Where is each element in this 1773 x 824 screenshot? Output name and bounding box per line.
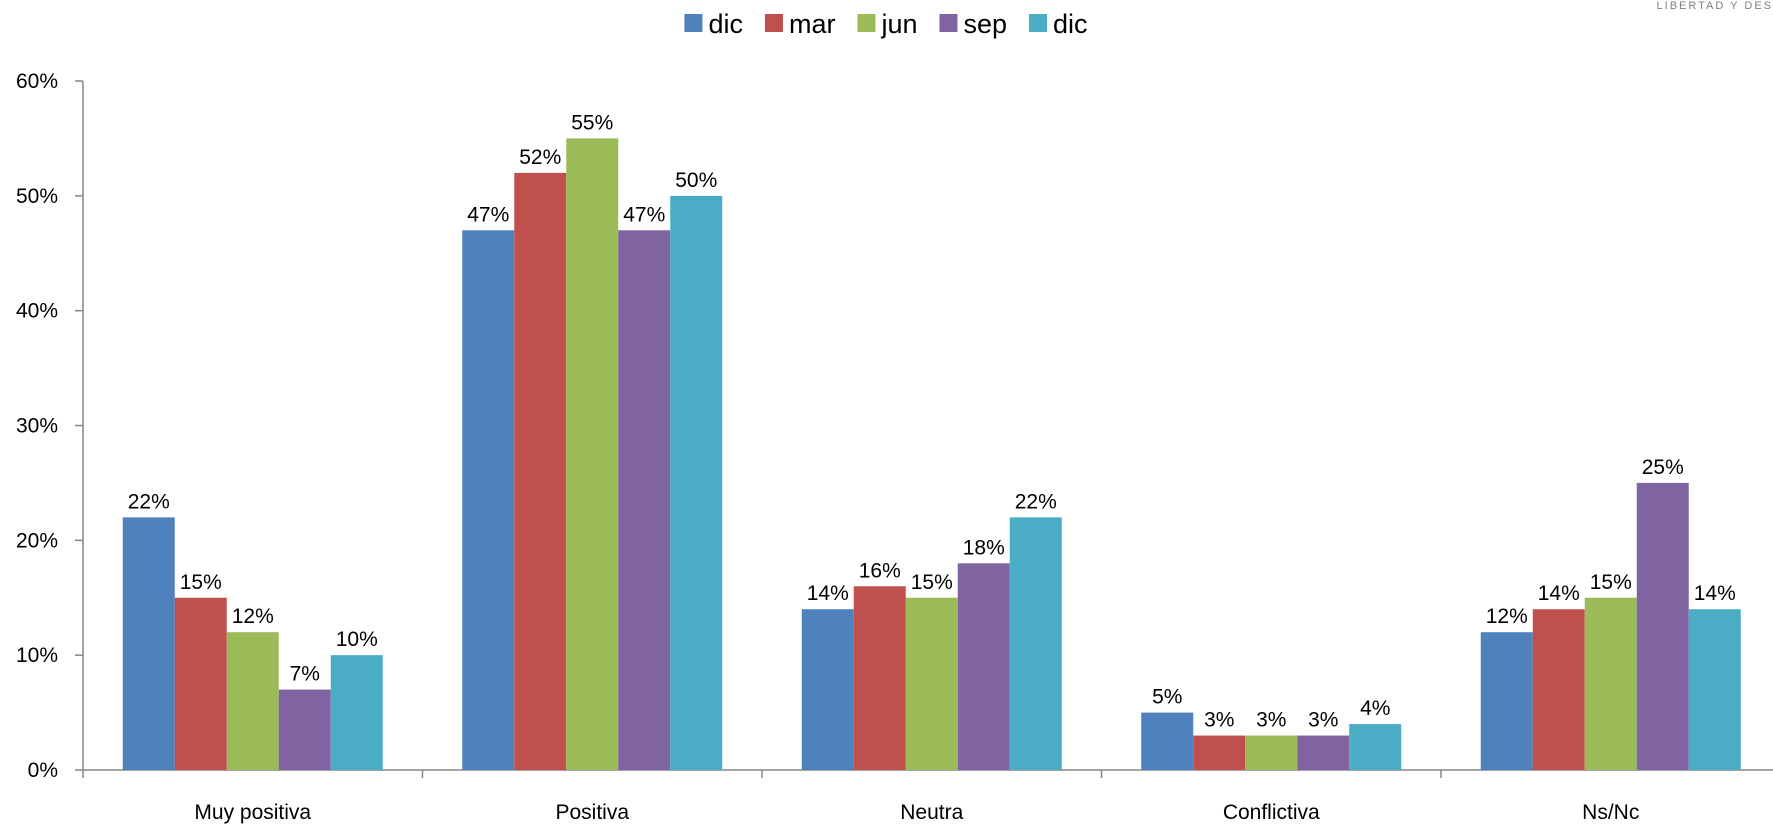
y-tick-label: 50%: [16, 185, 58, 208]
data-label: 14%: [1694, 582, 1736, 605]
bar: [1297, 735, 1350, 770]
data-labels-group: 22% 15% 12% 7% 10% 47% 52% 55% 47% 50% 14% 16% 15% 18…: [128, 111, 1736, 731]
legend-label: sep: [963, 9, 1007, 39]
data-label: 12%: [232, 605, 274, 628]
legend-label: dic: [1053, 9, 1088, 39]
data-label: 3%: [1256, 709, 1286, 732]
data-label: 3%: [1308, 709, 1338, 732]
data-label: 14%: [807, 582, 849, 605]
x-category-label: Neutra: [900, 801, 963, 824]
data-label: 55%: [571, 111, 613, 134]
bar: [226, 632, 279, 770]
data-label: 52%: [519, 146, 561, 169]
x-category-label: Positiva: [555, 801, 629, 824]
data-label: 4%: [1360, 697, 1390, 720]
y-tick-label: 30%: [16, 415, 58, 438]
bar: [1584, 597, 1637, 770]
y-tick-label: 60%: [16, 70, 58, 93]
bar: [1688, 609, 1741, 770]
x-category-label: Muy positiva: [194, 801, 311, 824]
data-label: 7%: [290, 663, 320, 686]
data-label: 16%: [859, 559, 901, 582]
bar: [670, 195, 723, 771]
legend-label: jun: [880, 9, 917, 39]
data-label: 3%: [1204, 709, 1234, 732]
legend-swatch: [764, 14, 783, 32]
legend-label: mar: [789, 9, 836, 39]
y-tick-label: 10%: [16, 644, 58, 667]
bar: [905, 597, 958, 770]
data-label: 15%: [911, 571, 953, 594]
corner-logo-text: LIBERTAD Y DES: [1656, 0, 1773, 12]
data-label: 47%: [623, 203, 665, 226]
bar: [1636, 482, 1689, 770]
data-label: 14%: [1538, 582, 1580, 605]
bar: [122, 517, 175, 770]
y-tick-label: 20%: [16, 529, 58, 552]
bar: [278, 689, 331, 770]
legend-swatch: [684, 14, 703, 32]
bar: [462, 230, 515, 771]
bar: [618, 230, 671, 771]
data-label: 22%: [1015, 490, 1057, 513]
x-axis: Muy positiva Positiva Neutra Conflictiva Ns/…: [82, 769, 1773, 824]
legend-label: dic: [708, 9, 743, 39]
bar: [1009, 517, 1062, 770]
data-label: 12%: [1486, 605, 1528, 628]
data-label: 25%: [1642, 456, 1684, 479]
data-label: 47%: [467, 203, 509, 226]
bar: [174, 597, 227, 770]
y-tick-label: 40%: [16, 300, 58, 323]
legend-swatch: [857, 14, 876, 32]
bar: [853, 586, 906, 770]
bar: [1245, 735, 1298, 770]
bar: [957, 563, 1010, 770]
chart-legend: dic mar jun sep dic: [684, 9, 1088, 39]
data-label: 22%: [128, 490, 170, 513]
x-category-label: Ns/Nc: [1582, 801, 1639, 824]
legend-swatch: [1029, 14, 1048, 32]
bar: [1532, 609, 1585, 770]
y-tick-label: 0%: [28, 759, 58, 782]
bar: [330, 655, 383, 770]
data-label: 18%: [963, 536, 1005, 559]
data-label: 5%: [1152, 686, 1182, 709]
data-label: 10%: [336, 628, 378, 651]
bar: [1193, 735, 1246, 770]
data-label: 50%: [675, 169, 717, 192]
bars-group: [122, 138, 1741, 771]
bar: [1349, 724, 1402, 770]
bar: [1141, 712, 1194, 770]
data-label: 15%: [1590, 571, 1632, 594]
bar: [801, 609, 854, 770]
bar: [514, 172, 567, 770]
y-axis: 0% 10% 20% 30% 40% 50% 60%: [16, 70, 84, 782]
bar: [1480, 632, 1533, 770]
data-label: 15%: [180, 571, 222, 594]
legend-swatch: [939, 14, 958, 32]
bar: [566, 138, 619, 770]
x-category-label: Conflictiva: [1223, 801, 1320, 824]
